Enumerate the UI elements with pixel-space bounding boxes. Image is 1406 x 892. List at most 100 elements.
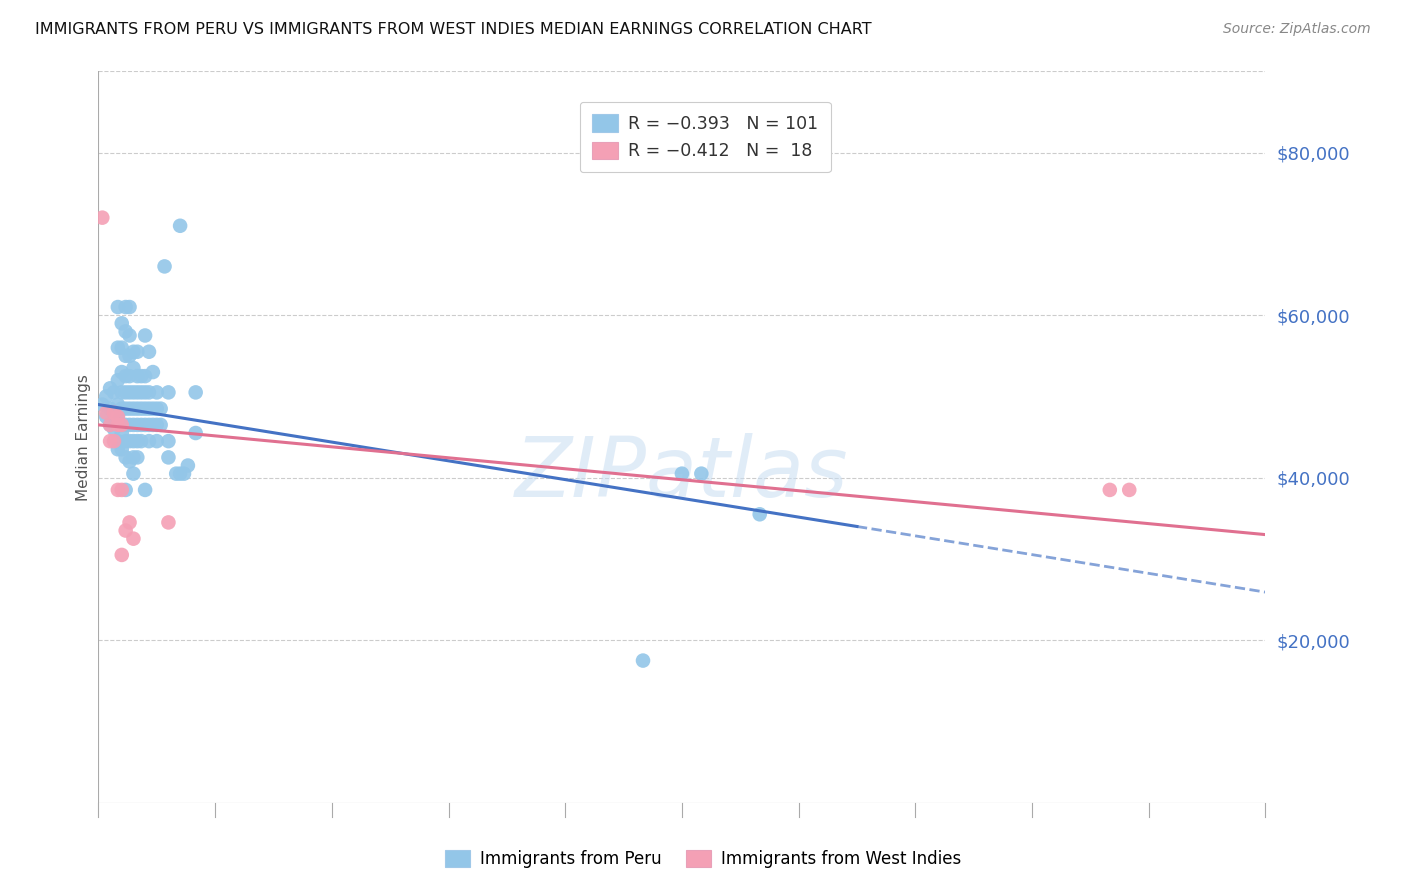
Point xyxy=(748,508,770,522)
Point xyxy=(107,417,129,432)
Point xyxy=(127,385,149,400)
Point xyxy=(146,401,169,416)
Point xyxy=(122,417,145,432)
Point xyxy=(103,422,125,436)
Point xyxy=(118,385,141,400)
Point xyxy=(138,417,160,432)
Point xyxy=(98,417,121,432)
Point xyxy=(114,300,136,314)
Point xyxy=(146,417,169,432)
Point xyxy=(129,385,152,400)
Point xyxy=(122,532,145,546)
Point xyxy=(138,385,160,400)
Point xyxy=(122,401,145,416)
Point xyxy=(96,406,118,420)
Legend: Immigrants from Peru, Immigrants from West Indies: Immigrants from Peru, Immigrants from We… xyxy=(437,843,969,875)
Point xyxy=(184,385,207,400)
Point xyxy=(107,398,129,412)
Point xyxy=(149,401,172,416)
Point xyxy=(149,417,172,432)
Point xyxy=(134,328,156,343)
Point xyxy=(114,369,136,384)
Point xyxy=(103,414,125,428)
Point xyxy=(129,417,152,432)
Point xyxy=(114,401,136,416)
Point xyxy=(127,401,149,416)
Point xyxy=(111,548,134,562)
Point xyxy=(91,398,114,412)
Point xyxy=(111,385,134,400)
Legend: R = −0.393   N = 101, R = −0.412   N =  18: R = −0.393 N = 101, R = −0.412 N = 18 xyxy=(579,102,831,172)
Point xyxy=(671,467,693,481)
Point xyxy=(114,483,136,497)
Point xyxy=(177,458,200,473)
Point xyxy=(146,385,169,400)
Point xyxy=(114,325,136,339)
Point xyxy=(134,369,156,384)
Point xyxy=(153,260,176,274)
Point xyxy=(127,434,149,449)
Point xyxy=(98,434,121,449)
Point xyxy=(129,369,152,384)
Point xyxy=(138,401,160,416)
Point xyxy=(118,516,141,530)
Point xyxy=(107,483,129,497)
Text: Source: ZipAtlas.com: Source: ZipAtlas.com xyxy=(1223,22,1371,37)
Point xyxy=(1118,483,1140,497)
Point xyxy=(134,401,156,416)
Point xyxy=(122,450,145,465)
Point xyxy=(118,328,141,343)
Point xyxy=(169,467,191,481)
Point xyxy=(122,385,145,400)
Point xyxy=(142,417,165,432)
Point xyxy=(169,219,191,233)
Point xyxy=(107,341,129,355)
Point xyxy=(165,467,187,481)
Point xyxy=(157,450,180,465)
Point xyxy=(114,349,136,363)
Point xyxy=(107,409,129,424)
Point xyxy=(142,365,165,379)
Point xyxy=(122,361,145,376)
Point xyxy=(114,434,136,449)
Point xyxy=(118,454,141,468)
Point xyxy=(114,524,136,538)
Point xyxy=(157,385,180,400)
Point xyxy=(98,417,121,432)
Point xyxy=(127,450,149,465)
Point xyxy=(96,409,118,424)
Point xyxy=(122,467,145,481)
Point xyxy=(134,417,156,432)
Point xyxy=(127,344,149,359)
Point xyxy=(157,434,180,449)
Point xyxy=(91,211,114,225)
Point xyxy=(122,434,145,449)
Point xyxy=(111,417,134,432)
Point xyxy=(111,442,134,457)
Point xyxy=(103,385,125,400)
Point xyxy=(96,389,118,403)
Point xyxy=(107,373,129,387)
Point xyxy=(118,434,141,449)
Point xyxy=(127,417,149,432)
Point xyxy=(118,369,141,384)
Text: IMMIGRANTS FROM PERU VS IMMIGRANTS FROM WEST INDIES MEDIAN EARNINGS CORRELATION : IMMIGRANTS FROM PERU VS IMMIGRANTS FROM … xyxy=(35,22,872,37)
Point xyxy=(129,401,152,416)
Point xyxy=(118,401,141,416)
Text: ZIPatlas: ZIPatlas xyxy=(515,434,849,514)
Point xyxy=(129,434,152,449)
Point xyxy=(111,401,134,416)
Point xyxy=(114,450,136,465)
Point xyxy=(118,300,141,314)
Point xyxy=(1098,483,1121,497)
Point xyxy=(114,417,136,432)
Point xyxy=(138,344,160,359)
Point xyxy=(107,300,129,314)
Point xyxy=(146,434,169,449)
Point xyxy=(127,369,149,384)
Point xyxy=(111,316,134,330)
Y-axis label: Median Earnings: Median Earnings xyxy=(76,374,91,500)
Point xyxy=(631,654,654,668)
Point xyxy=(138,434,160,449)
Point xyxy=(98,381,121,395)
